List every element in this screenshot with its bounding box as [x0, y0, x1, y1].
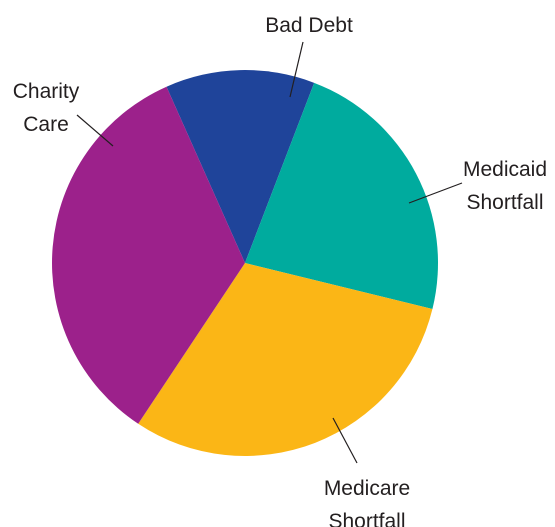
- leader-lines: [76, 41, 463, 464]
- slice-label-medicaid-shortfall-line-2: Shortfall: [466, 191, 543, 214]
- pie-slices: [52, 70, 439, 456]
- leader-line-bad-debt: [289, 41, 304, 98]
- slice-label-medicare-shortfall-line-1: Medicare: [324, 477, 410, 500]
- pie-slice-medicare-shortfall: [138, 263, 433, 456]
- leader-line-charity-care: [76, 114, 114, 147]
- pie-slice-charity-care: [52, 86, 246, 424]
- slice-label-charity-care-line-1: Charity: [13, 80, 80, 103]
- pie-slice-bad-debt: [166, 70, 315, 263]
- leader-line-medicare-shortfall: [332, 417, 358, 464]
- slice-label-medicaid-shortfall-line-1: Medicaid: [463, 158, 547, 181]
- slice-label-medicare-shortfall-line-2: Shortfall: [328, 510, 405, 527]
- leader-line-medicaid-shortfall: [408, 182, 463, 204]
- slice-label-bad-debt-line-1: Bad Debt: [265, 14, 353, 37]
- slice-label-charity-care-line-2: Care: [23, 113, 69, 136]
- slice-labels: Bad Debt Medicaid Shortfall Medicare Shortfa…: [13, 14, 547, 527]
- pie-slice-medicaid-shortfall: [245, 82, 439, 310]
